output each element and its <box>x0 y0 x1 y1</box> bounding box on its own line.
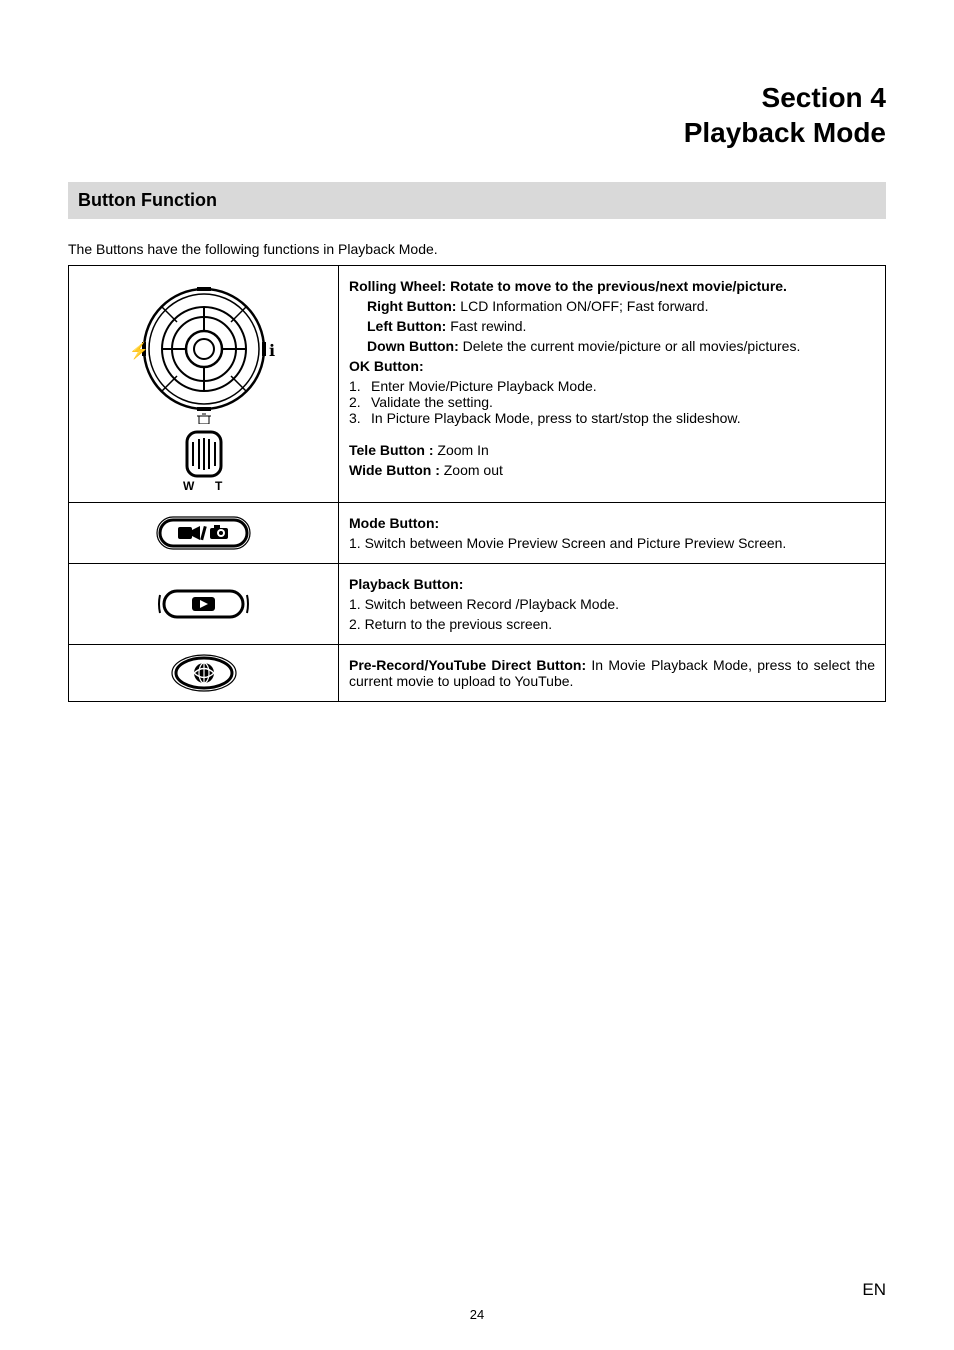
section-number: Section 4 <box>68 80 886 115</box>
playback-line-1: 1. Switch between Record /Playback Mode. <box>349 596 875 612</box>
right-button-lead: Right Button: <box>367 298 456 314</box>
icon-cell-youtube <box>69 645 339 702</box>
left-button-text: Fast rewind. <box>446 318 526 334</box>
mode-button-icon <box>156 514 251 552</box>
subsection-title: Button Function <box>68 182 886 219</box>
desc-cell-playback: Playback Button: 1. Switch between Recor… <box>339 564 886 645</box>
table-row: Pre-Record/YouTube Direct Button: In Mov… <box>69 645 886 702</box>
table-row: Mode Button: 1. Switch between Movie Pre… <box>69 503 886 564</box>
rolling-wheel-icon: ⚡ ℹ <box>129 274 279 424</box>
tele-button-text: Zoom In <box>434 442 489 458</box>
tele-button-lead: Tele Button : <box>349 442 434 458</box>
rolling-wheel-lead: Rolling Wheel: Rotate to move to the pre… <box>349 278 875 294</box>
svg-text:T: T <box>215 479 223 493</box>
section-header: Section 4 Playback Mode <box>68 80 886 150</box>
table-row: ⚡ ℹ W T <box>69 266 886 503</box>
ok-item-1: Enter Movie/Picture Playback Mode. <box>371 378 875 394</box>
youtube-lead: Pre-Record/YouTube Direct Button: <box>349 657 586 673</box>
desc-cell-youtube: Pre-Record/YouTube Direct Button: In Mov… <box>339 645 886 702</box>
footer-language: EN <box>862 1280 886 1300</box>
ok-button-lead: OK Button: <box>349 358 875 374</box>
down-button-lead: Down Button: <box>367 338 459 354</box>
ok-item-3: In Picture Playback Mode, press to start… <box>371 410 875 426</box>
down-button-text: Delete the current movie/picture or all … <box>459 338 801 354</box>
icon-cell-mode <box>69 503 339 564</box>
footer-page-number: 24 <box>0 1307 954 1322</box>
svg-text:ℹ: ℹ <box>269 343 275 360</box>
mode-line-1: 1. Switch between Movie Preview Screen a… <box>349 535 875 551</box>
mode-button-lead: Mode Button: <box>349 515 875 531</box>
right-button-text: LCD Information ON/OFF; Fast forward. <box>456 298 708 314</box>
playback-button-icon <box>156 585 251 623</box>
playback-line-2: 2. Return to the previous screen. <box>349 616 875 632</box>
table-row: Playback Button: 1. Switch between Recor… <box>69 564 886 645</box>
ok-num-3: 3. <box>349 410 371 426</box>
left-button-lead: Left Button: <box>367 318 446 334</box>
wide-button-lead: Wide Button : <box>349 462 440 478</box>
intro-text: The Buttons have the following functions… <box>68 241 886 257</box>
zoom-rocker-icon: W T <box>169 424 239 494</box>
page-container: Section 4 Playback Mode Button Function … <box>0 0 954 1350</box>
button-function-table: ⚡ ℹ W T <box>68 265 886 702</box>
desc-cell-wheel: Rolling Wheel: Rotate to move to the pre… <box>339 266 886 503</box>
section-title: Playback Mode <box>68 115 886 150</box>
icon-cell-wheel-zoom: ⚡ ℹ W T <box>69 266 339 503</box>
playback-button-lead: Playback Button: <box>349 576 875 592</box>
wide-button-text: Zoom out <box>440 462 503 478</box>
icon-cell-playback <box>69 564 339 645</box>
svg-text:W: W <box>183 479 195 493</box>
ok-num-2: 2. <box>349 394 371 410</box>
svg-text:⚡: ⚡ <box>129 341 149 360</box>
ok-num-1: 1. <box>349 378 371 394</box>
ok-item-2: Validate the setting. <box>371 394 875 410</box>
youtube-direct-icon <box>169 654 239 692</box>
desc-cell-mode: Mode Button: 1. Switch between Movie Pre… <box>339 503 886 564</box>
